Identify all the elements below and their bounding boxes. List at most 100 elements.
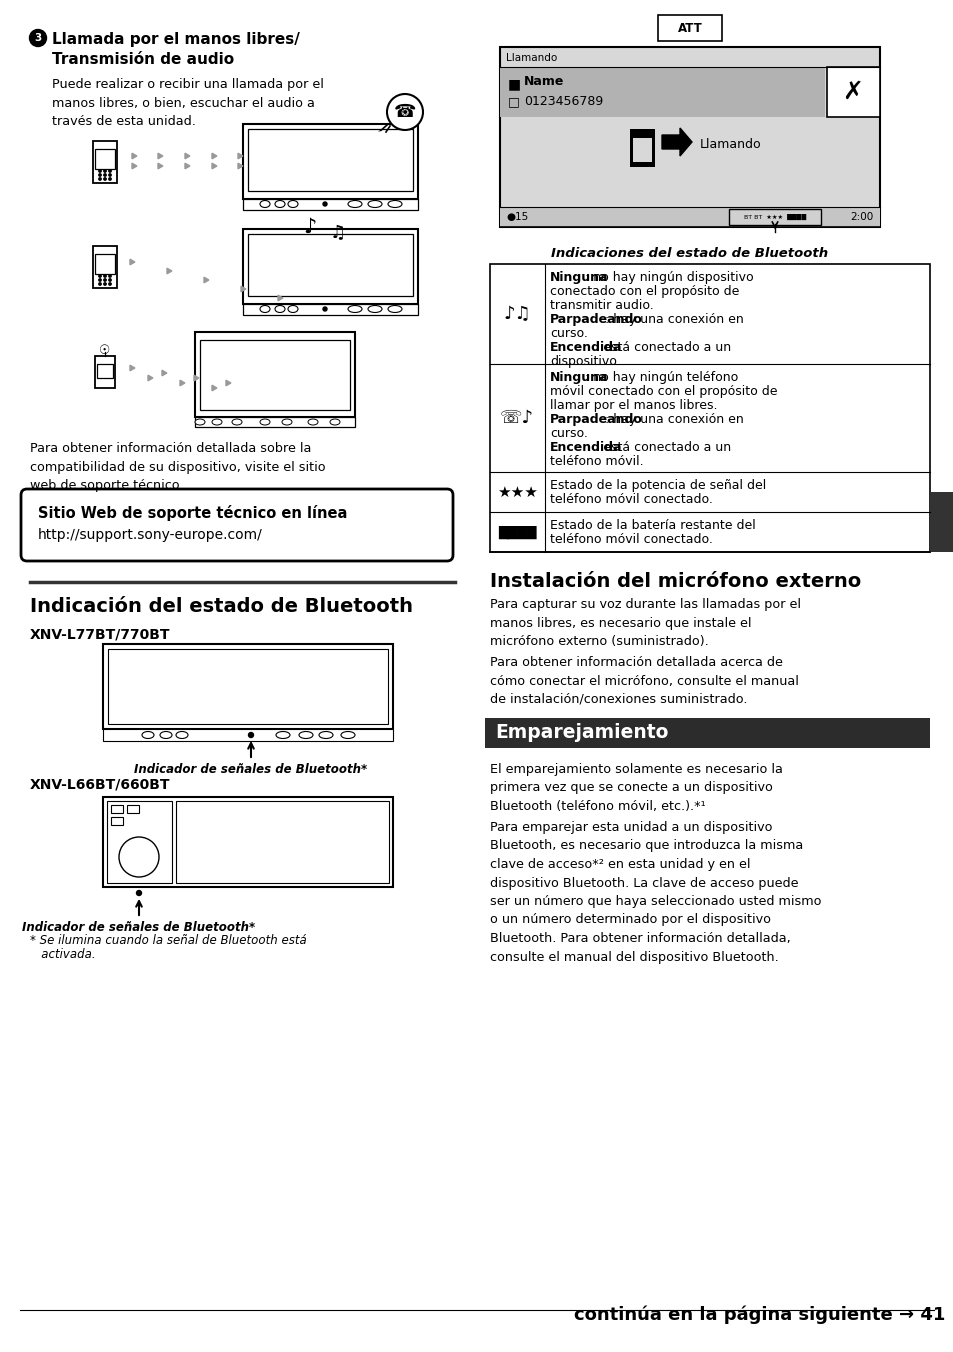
- Polygon shape: [204, 277, 209, 283]
- Bar: [243, 304, 417, 315]
- Bar: [499, 47, 879, 227]
- Ellipse shape: [274, 306, 285, 312]
- Circle shape: [104, 283, 106, 285]
- Circle shape: [109, 170, 112, 172]
- Circle shape: [99, 178, 101, 180]
- Text: llamar por el manos libres.: llamar por el manos libres.: [550, 399, 717, 412]
- Text: ■: ■: [507, 77, 520, 91]
- Circle shape: [109, 283, 112, 285]
- Circle shape: [104, 174, 106, 176]
- Bar: [243, 124, 417, 199]
- Bar: [92, 141, 117, 183]
- Bar: [111, 804, 123, 813]
- FancyBboxPatch shape: [658, 15, 721, 41]
- Text: XNV-L77BT/770BT: XNV-L77BT/770BT: [30, 627, 171, 641]
- Text: Emparejamiento: Emparejamiento: [495, 723, 668, 742]
- Bar: [107, 800, 172, 883]
- Text: Puede realizar o recibir una llamada por el
manos libres, o bien, escuchar el au: Puede realizar o recibir una llamada por…: [52, 78, 323, 128]
- Ellipse shape: [212, 419, 222, 425]
- Polygon shape: [193, 376, 198, 381]
- Polygon shape: [212, 153, 216, 158]
- Circle shape: [323, 201, 327, 206]
- Text: Sitio Web de soporte técnico en línea: Sitio Web de soporte técnico en línea: [38, 506, 347, 521]
- Bar: [95, 149, 115, 169]
- Bar: [108, 649, 388, 725]
- Ellipse shape: [318, 731, 333, 738]
- Bar: [103, 796, 393, 887]
- Polygon shape: [241, 287, 246, 292]
- Ellipse shape: [288, 306, 297, 312]
- Polygon shape: [132, 153, 137, 158]
- Text: Encendida: Encendida: [550, 341, 622, 354]
- Text: continúa en la página siguiente → 41: continúa en la página siguiente → 41: [574, 1306, 944, 1324]
- Ellipse shape: [282, 419, 292, 425]
- Circle shape: [119, 837, 159, 877]
- Ellipse shape: [348, 306, 361, 312]
- Text: http://support.sony-europe.com/: http://support.sony-europe.com/: [38, 529, 262, 542]
- Text: dispositivo.: dispositivo.: [550, 354, 620, 368]
- Text: Parpadeando: Parpadeando: [550, 412, 642, 426]
- Bar: [484, 718, 929, 748]
- Text: teléfono móvil conectado.: teléfono móvil conectado.: [550, 493, 712, 506]
- Ellipse shape: [330, 419, 339, 425]
- Text: Indicador de señales de Bluetooth*: Indicador de señales de Bluetooth*: [134, 763, 367, 776]
- Text: Indicación del estado de Bluetooth: Indicación del estado de Bluetooth: [30, 598, 413, 617]
- Text: XNV-L66BT/660BT: XNV-L66BT/660BT: [30, 777, 171, 791]
- Ellipse shape: [368, 306, 381, 312]
- Text: ☎: ☎: [394, 103, 416, 120]
- Bar: [111, 817, 123, 825]
- Circle shape: [109, 279, 112, 281]
- Text: Indicador de señales de Bluetooth*: Indicador de señales de Bluetooth*: [23, 921, 255, 934]
- Text: ●15: ●15: [505, 212, 528, 222]
- Bar: [248, 128, 413, 191]
- Ellipse shape: [275, 731, 290, 738]
- Bar: [490, 264, 929, 552]
- Polygon shape: [148, 376, 152, 381]
- Ellipse shape: [388, 200, 401, 207]
- Circle shape: [104, 170, 106, 172]
- Circle shape: [99, 174, 101, 176]
- Polygon shape: [226, 380, 231, 385]
- Bar: [194, 416, 355, 427]
- Polygon shape: [167, 268, 172, 274]
- Ellipse shape: [175, 731, 188, 738]
- Text: 2:00: 2:00: [850, 212, 873, 222]
- Circle shape: [30, 30, 47, 46]
- Text: * Se ilumina cuando la señal de Bluetooth está: * Se ilumina cuando la señal de Bluetoot…: [30, 934, 307, 946]
- Text: ✗: ✗: [841, 80, 862, 104]
- FancyBboxPatch shape: [728, 210, 821, 224]
- Ellipse shape: [260, 200, 270, 207]
- Circle shape: [99, 283, 101, 285]
- Text: transmitir audio.: transmitir audio.: [550, 299, 653, 312]
- Polygon shape: [237, 153, 243, 158]
- Text: ♫: ♫: [330, 224, 346, 242]
- Text: Instalación del micrófono externo: Instalación del micrófono externo: [490, 572, 861, 591]
- Circle shape: [387, 95, 422, 130]
- Text: conectado con el propósito de: conectado con el propósito de: [550, 285, 739, 297]
- Polygon shape: [158, 164, 163, 169]
- Text: : hay una conexión en: : hay una conexión en: [605, 312, 743, 326]
- Text: Parpadeando: Parpadeando: [550, 312, 642, 326]
- Text: : está conectado a un: : está conectado a un: [595, 341, 731, 354]
- Polygon shape: [237, 164, 243, 169]
- Polygon shape: [212, 385, 216, 391]
- Text: 3: 3: [34, 32, 42, 43]
- Ellipse shape: [274, 200, 285, 207]
- Text: Indicaciones del estado de Bluetooth: Indicaciones del estado de Bluetooth: [551, 247, 828, 260]
- Circle shape: [99, 274, 101, 277]
- Text: Name: Name: [523, 74, 564, 88]
- Ellipse shape: [260, 306, 270, 312]
- Text: Para obtener información detallada sobre la
compatibilidad de su dispositivo, vi: Para obtener información detallada sobre…: [30, 442, 325, 492]
- Text: Llamando: Llamando: [505, 53, 557, 64]
- Bar: [127, 804, 139, 813]
- Text: curso.: curso.: [550, 427, 587, 439]
- Bar: [826, 68, 879, 118]
- Text: Para capturar su voz durante las llamadas por el
manos libres, es necesario que : Para capturar su voz durante las llamada…: [490, 598, 801, 648]
- Bar: [97, 364, 112, 379]
- Ellipse shape: [340, 731, 355, 738]
- Circle shape: [109, 274, 112, 277]
- Polygon shape: [132, 164, 137, 169]
- Text: móvil conectado con el propósito de: móvil conectado con el propósito de: [550, 385, 777, 397]
- Bar: [92, 246, 117, 288]
- Text: ☏♪: ☏♪: [499, 410, 534, 427]
